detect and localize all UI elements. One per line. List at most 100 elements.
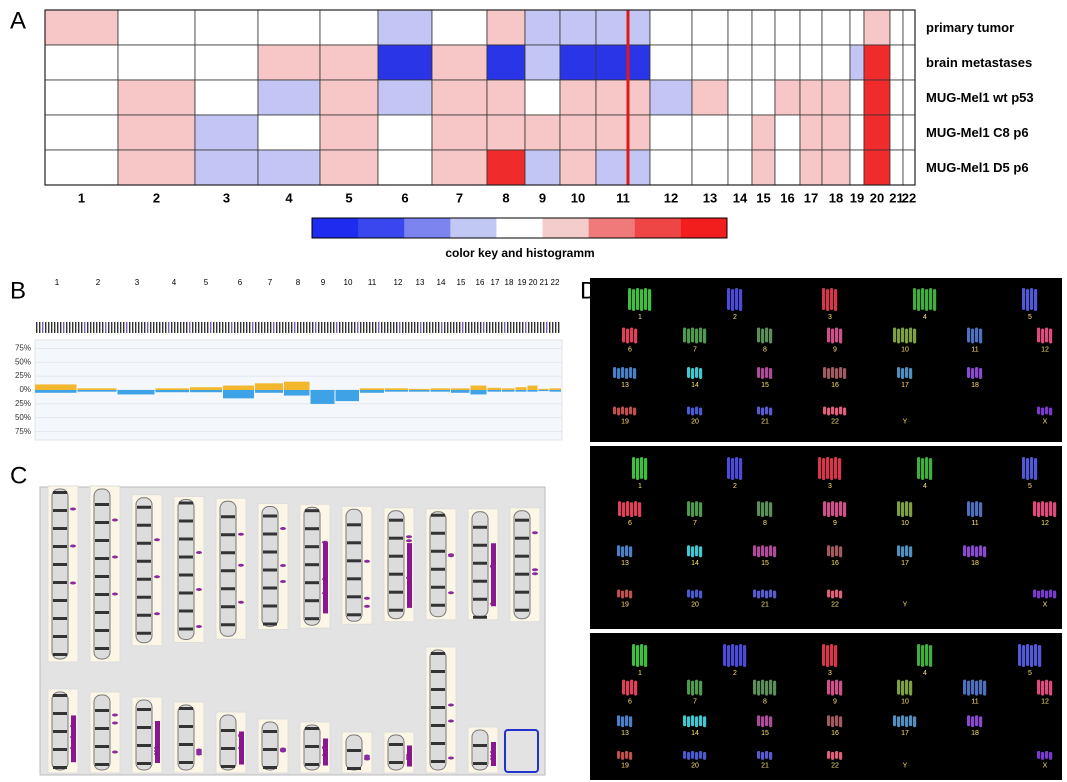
chromatid bbox=[835, 680, 838, 695]
y-tick-label: 50% bbox=[15, 357, 31, 366]
cytoband bbox=[378, 322, 379, 333]
chromatid bbox=[901, 502, 904, 517]
gain-bar bbox=[156, 388, 190, 390]
cytoband bbox=[48, 322, 49, 333]
band bbox=[95, 521, 109, 524]
chromosome-label: 17 bbox=[901, 560, 909, 567]
chromatid bbox=[971, 716, 974, 727]
cytoband bbox=[150, 322, 151, 333]
cytoband bbox=[120, 322, 121, 333]
chromatid bbox=[617, 715, 620, 726]
cytoband bbox=[489, 322, 490, 333]
y-tick-label: 75% bbox=[15, 343, 31, 352]
chromatid bbox=[691, 681, 694, 696]
marker bbox=[196, 551, 202, 554]
heatmap-cell bbox=[195, 45, 258, 80]
cytoband bbox=[372, 322, 373, 333]
band bbox=[137, 762, 151, 765]
cytoband bbox=[114, 322, 115, 333]
heatmap-cell bbox=[432, 10, 487, 45]
gain-bar bbox=[360, 388, 384, 390]
cytoband bbox=[96, 322, 97, 333]
cytoband bbox=[147, 322, 148, 333]
cytoband bbox=[540, 322, 541, 333]
heatmap-cell bbox=[596, 80, 650, 115]
heatmap-cell bbox=[890, 10, 903, 45]
chromosome-label: 19 bbox=[621, 418, 629, 425]
chromatid bbox=[967, 681, 970, 696]
band bbox=[431, 586, 445, 589]
chromatid bbox=[735, 288, 738, 310]
band bbox=[53, 545, 67, 548]
heatmap-cell bbox=[822, 45, 850, 80]
chromatid bbox=[630, 328, 633, 343]
chromatid bbox=[827, 680, 830, 695]
loss-bar bbox=[550, 390, 562, 392]
chromatid bbox=[967, 501, 970, 516]
heatmap-cell bbox=[258, 10, 320, 45]
cytoband bbox=[525, 322, 526, 333]
chromatid bbox=[901, 328, 904, 343]
chromatid bbox=[1037, 680, 1040, 695]
chromatid bbox=[975, 367, 978, 378]
cytoband bbox=[342, 322, 343, 333]
heatmap-cell bbox=[692, 150, 728, 185]
heatmap-cell bbox=[752, 80, 775, 115]
chromatid bbox=[893, 328, 896, 343]
chromosome-label: 1 bbox=[638, 483, 642, 490]
marker bbox=[406, 535, 412, 538]
chromatid bbox=[634, 501, 637, 516]
band bbox=[431, 514, 445, 517]
y-tick-label: 75% bbox=[15, 427, 31, 436]
marker bbox=[364, 597, 370, 600]
loss-bar bbox=[35, 390, 77, 393]
chromosome-label: 18 bbox=[971, 730, 979, 737]
band bbox=[473, 762, 487, 765]
chromatid bbox=[621, 367, 624, 378]
marker bbox=[532, 568, 538, 571]
chromatid bbox=[687, 545, 690, 556]
band bbox=[389, 573, 403, 576]
cytoband bbox=[381, 322, 382, 333]
chromatid bbox=[695, 716, 698, 727]
cytoband bbox=[243, 322, 244, 333]
heatmap-cell bbox=[118, 45, 195, 80]
heatmap-cell bbox=[728, 115, 752, 150]
chromosome-label: 4 bbox=[923, 670, 927, 677]
chromatid bbox=[691, 368, 694, 379]
cytoband bbox=[90, 322, 91, 333]
marker bbox=[364, 757, 370, 760]
chromatid bbox=[839, 501, 842, 516]
chromatid bbox=[897, 367, 900, 378]
cytoband bbox=[207, 322, 208, 333]
gain-bar bbox=[385, 388, 408, 390]
chromatid bbox=[773, 546, 776, 557]
chromatid bbox=[621, 546, 624, 557]
band bbox=[431, 652, 445, 655]
cytoband bbox=[102, 322, 103, 333]
ideogram bbox=[388, 735, 404, 770]
chromatid bbox=[765, 407, 768, 415]
chromatid bbox=[827, 408, 830, 416]
band bbox=[389, 743, 403, 746]
cytoband bbox=[471, 322, 472, 333]
heatmap-cell bbox=[432, 80, 487, 115]
chromatid bbox=[699, 408, 702, 416]
cytoband bbox=[192, 322, 193, 333]
segment bbox=[407, 746, 412, 767]
chromosome-label: 1 bbox=[78, 190, 85, 205]
cytoband bbox=[405, 322, 406, 333]
cytoband bbox=[165, 322, 166, 333]
chromosome-label: 8 bbox=[763, 520, 767, 527]
chromatid bbox=[839, 716, 842, 727]
cytoband bbox=[324, 322, 325, 333]
cytoband bbox=[66, 322, 67, 333]
cytoband bbox=[306, 322, 307, 333]
marker bbox=[196, 753, 202, 756]
heatmap-cell bbox=[525, 115, 560, 150]
chromatid bbox=[975, 546, 978, 557]
chromosome-label: 9 bbox=[833, 698, 837, 705]
chromosome-label: 15 bbox=[457, 278, 466, 287]
band bbox=[263, 766, 277, 769]
chromatid bbox=[913, 716, 916, 727]
